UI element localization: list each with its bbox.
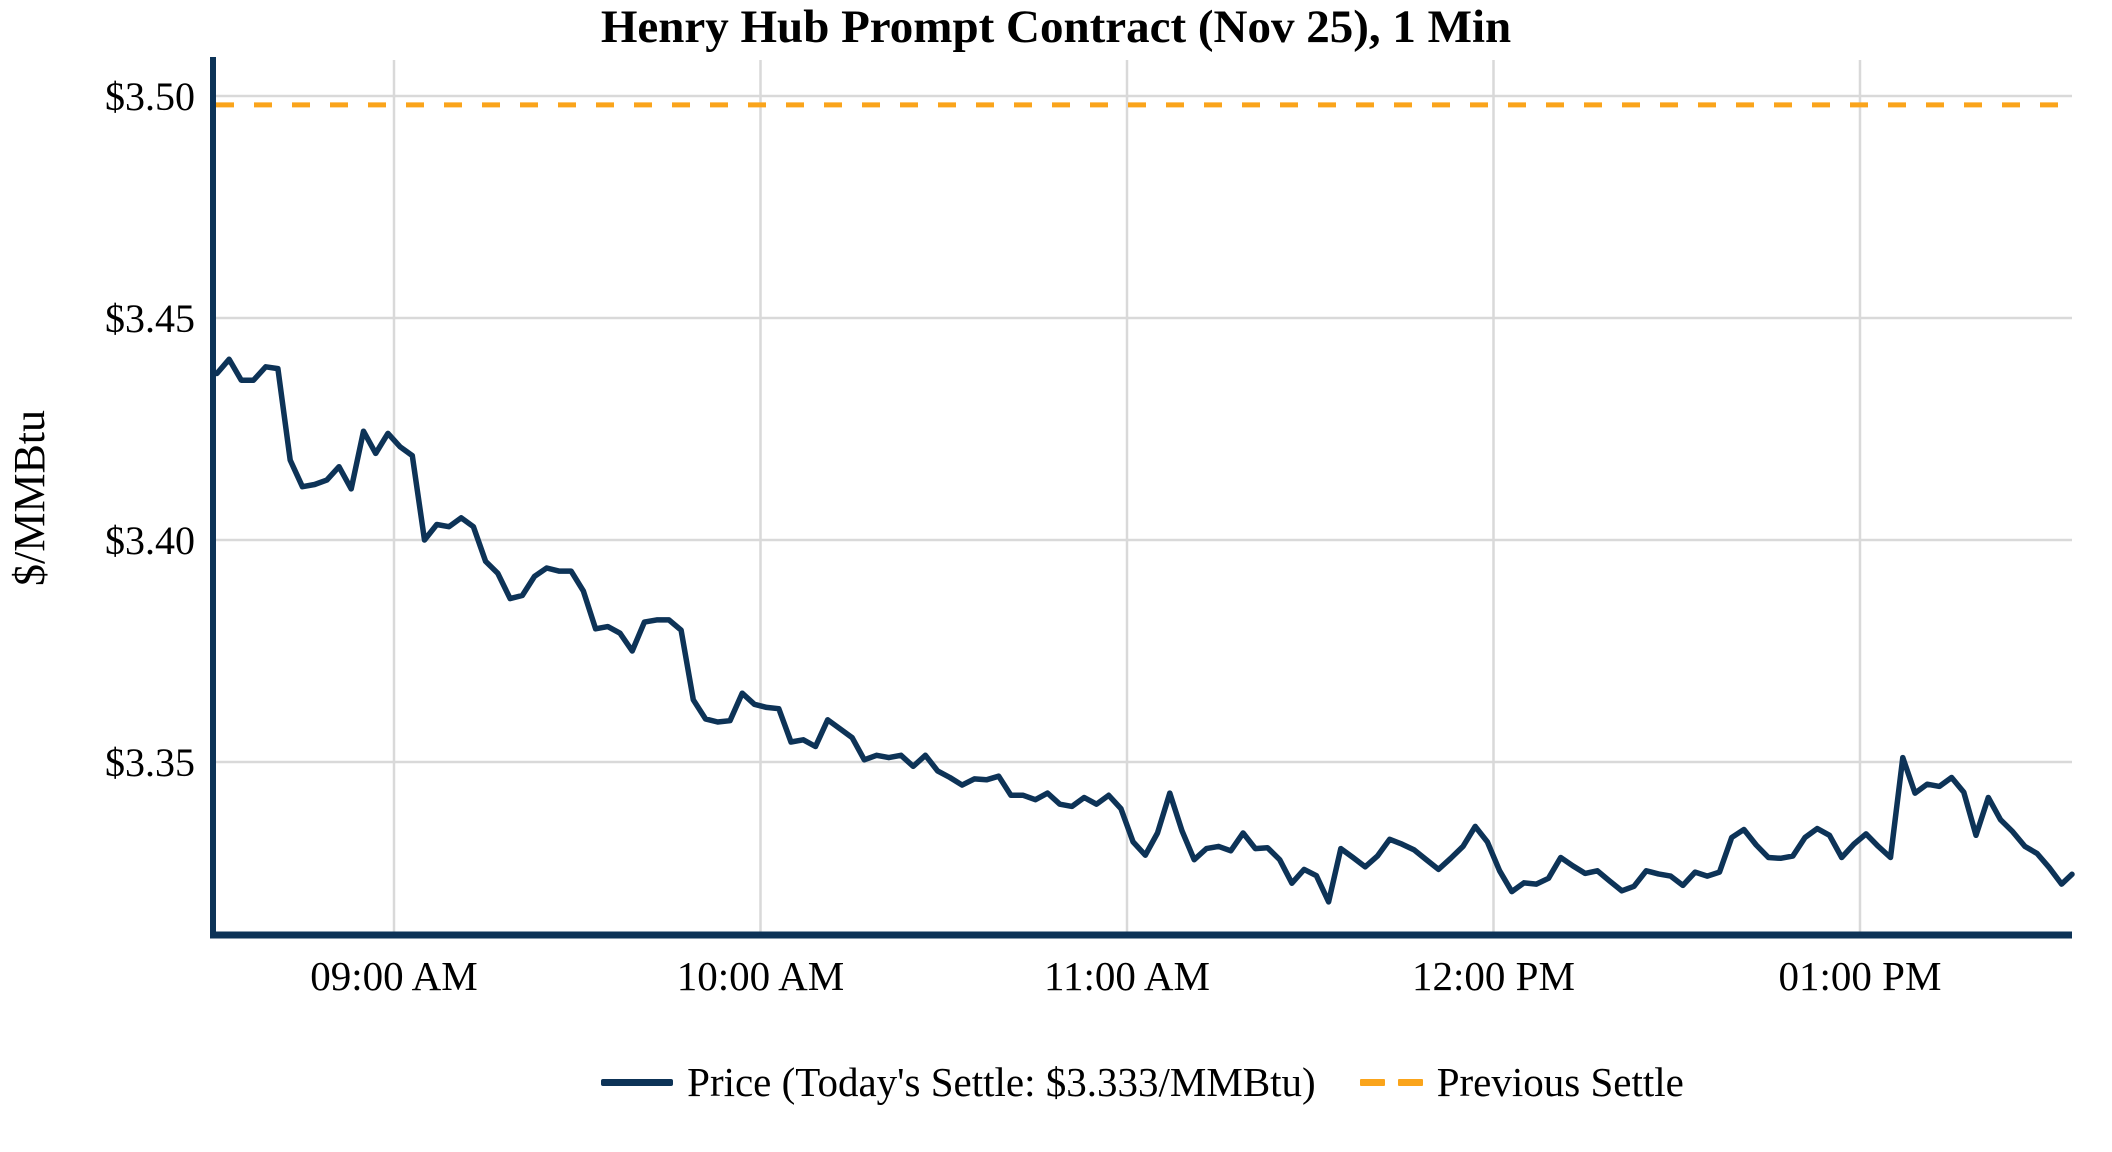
y-axis-title: $/MMBtu [5, 410, 54, 586]
price-legend-label: Price (Today's Settle: $3.333/MMBtu) [687, 1059, 1316, 1105]
y-tick-label: $3.40 [105, 518, 195, 563]
price-line [214, 356, 2075, 905]
y-tick-label: $3.50 [105, 74, 195, 119]
chart-title: Henry Hub Prompt Contract (Nov 25), 1 Mi… [600, 1, 1512, 53]
previous-settle-legend-label: Previous Settle [1436, 1059, 1684, 1105]
legend: Price (Today's Settle: $3.333/MMBtu) Pre… [213, 1052, 2072, 1112]
x-tick-label: 09:00 AM [310, 953, 477, 999]
y-tick-label: $3.45 [105, 296, 195, 341]
previous-settle-swatch [1359, 1078, 1423, 1086]
x-tick-label: 10:00 AM [677, 953, 844, 999]
x-tick-label: 01:00 PM [1779, 953, 1942, 999]
x-tick-label: 11:00 AM [1044, 953, 1210, 999]
price-line-swatch [601, 1078, 674, 1086]
x-tick-label: 12:00 PM [1412, 953, 1575, 999]
y-tick-label: $3.35 [105, 740, 195, 785]
